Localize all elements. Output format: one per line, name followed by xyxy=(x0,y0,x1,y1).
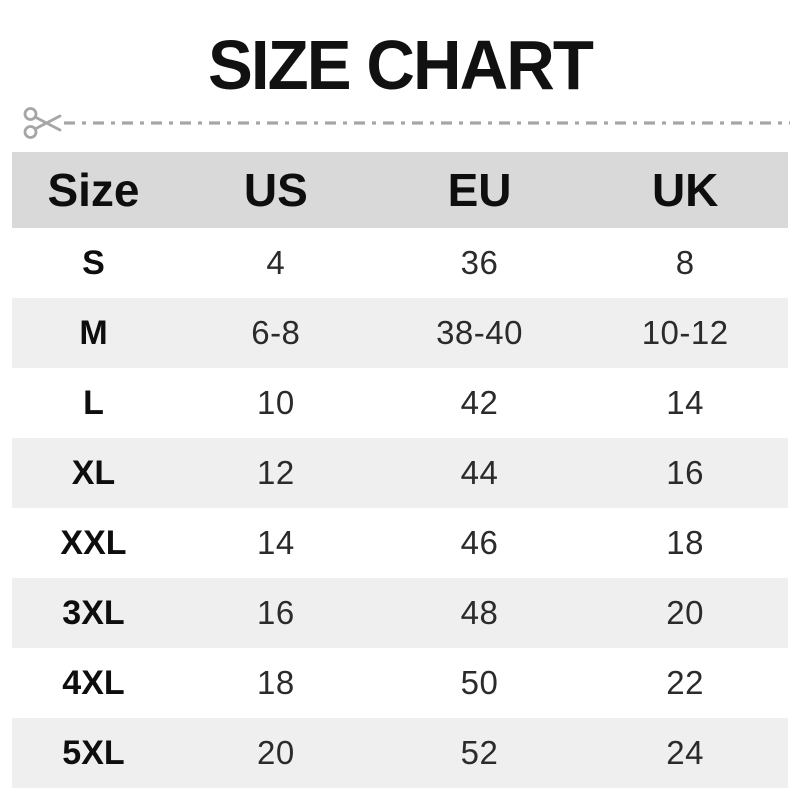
cell-us: 14 xyxy=(256,524,295,561)
cell-uk: 14 xyxy=(666,384,705,421)
size-chart-table: Size US EU UK S 4 36 8 M 6-8 38-40 10-12… xyxy=(12,152,788,788)
table-row: 5XL 20 52 24 xyxy=(12,718,788,788)
cell-us: 16 xyxy=(256,594,295,631)
cell-eu: 42 xyxy=(460,384,499,421)
cell-eu: 52 xyxy=(460,734,499,771)
cell-uk: 8 xyxy=(675,244,695,281)
table-row: 4XL 18 50 22 xyxy=(12,648,788,718)
table-row: L 10 42 14 xyxy=(12,368,788,438)
cell-size: 3XL xyxy=(62,593,125,632)
cell-size: 4XL xyxy=(62,663,125,702)
cell-eu: 46 xyxy=(460,524,499,561)
col-header-size: Size xyxy=(47,164,140,216)
cell-eu: 38-40 xyxy=(436,314,523,351)
cell-size: 5XL xyxy=(62,733,125,772)
cell-uk: 22 xyxy=(666,664,705,701)
cut-line xyxy=(0,102,800,142)
cell-eu: 36 xyxy=(460,244,499,281)
col-header-us: US xyxy=(243,164,308,216)
table-header-row: Size US EU UK xyxy=(12,152,788,228)
col-header-uk: UK xyxy=(651,164,719,216)
cell-size: S xyxy=(82,243,105,282)
cell-size: M xyxy=(79,313,108,352)
table-row: 3XL 16 48 20 xyxy=(12,578,788,648)
cell-us: 18 xyxy=(256,664,295,701)
cell-uk: 18 xyxy=(666,524,705,561)
cell-us: 4 xyxy=(266,244,286,281)
cell-eu: 48 xyxy=(460,594,499,631)
col-header-eu: EU xyxy=(447,164,512,216)
cell-size: L xyxy=(83,383,104,422)
cell-us: 6-8 xyxy=(251,314,301,351)
cell-us: 20 xyxy=(256,734,295,771)
table-row: XL 12 44 16 xyxy=(12,438,788,508)
cell-uk: 20 xyxy=(666,594,705,631)
cell-us: 10 xyxy=(256,384,295,421)
cell-eu: 50 xyxy=(460,664,499,701)
dashed-cut-line xyxy=(64,121,790,125)
cell-us: 12 xyxy=(256,454,295,491)
cell-uk: 24 xyxy=(666,734,705,771)
page-title: SIZE CHART xyxy=(208,26,594,104)
table-row: M 6-8 38-40 10-12 xyxy=(12,298,788,368)
cell-uk: 10-12 xyxy=(641,314,729,351)
cell-size: XXL xyxy=(60,523,127,562)
table-row: XXL 14 46 18 xyxy=(12,508,788,578)
cell-uk: 16 xyxy=(666,454,705,491)
cell-eu: 44 xyxy=(460,454,499,491)
scissors-icon xyxy=(23,107,62,139)
cell-size: XL xyxy=(71,453,116,492)
table-row: S 4 36 8 xyxy=(12,228,788,298)
